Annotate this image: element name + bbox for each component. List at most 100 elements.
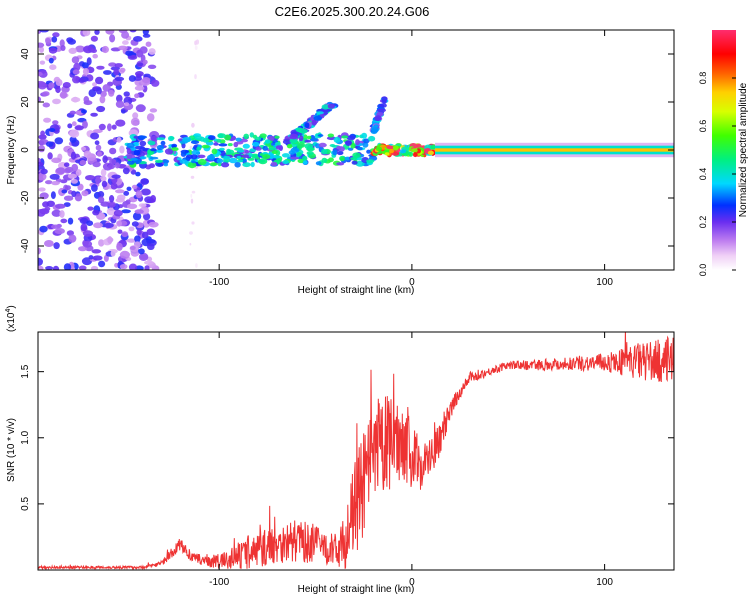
spectrogram-blob <box>119 145 125 154</box>
spectrogram-blob <box>218 143 228 147</box>
spectrogram-blob <box>286 143 293 149</box>
spectrogram-xlabel: Height of straight line (km) <box>298 285 415 296</box>
spectrogram-blob <box>74 125 84 131</box>
spectrogram-blob <box>79 217 89 225</box>
spectrogram-blob <box>234 161 241 168</box>
spectrogram-blob <box>94 30 100 35</box>
spectrogram-blob <box>95 176 101 185</box>
spectrogram-blob <box>202 137 209 143</box>
spectrogram-blob <box>189 145 193 150</box>
spectrogram-blob <box>392 145 399 151</box>
spectrogram-blob <box>130 249 140 257</box>
spectrogram-blob <box>67 217 74 225</box>
figure-title: C2E6.2025.300.20.24.G06 <box>275 4 430 19</box>
spectrogram-blob <box>126 160 135 165</box>
spectrogram-blob <box>128 75 136 82</box>
spectrogram-blob <box>51 181 60 186</box>
spectrogram-blob <box>51 157 62 164</box>
y-tick-label: -40 <box>20 238 31 253</box>
spectrogram-blob <box>147 140 156 146</box>
spectrogram-blob <box>135 104 146 113</box>
y-tick-label: 40 <box>20 48 31 60</box>
spectrogram-blob <box>67 38 76 45</box>
spectrogram-blob <box>44 240 54 247</box>
spectrogram-blob <box>135 71 144 77</box>
spectrogram-blob <box>107 123 112 132</box>
spectrogram-blob <box>101 180 108 188</box>
spectrogram-blob <box>96 105 106 113</box>
spectrogram-blob <box>191 160 196 164</box>
spectrogram-blob <box>102 84 111 92</box>
spectrogram-blob <box>361 132 368 139</box>
spectrogram-blob <box>97 151 102 157</box>
spectrogram-blob <box>134 235 141 243</box>
spectrogram-blob <box>304 122 310 129</box>
spectrogram-blob <box>130 157 138 161</box>
spectrogram-blob <box>91 184 98 192</box>
spectrogram-blob <box>351 160 358 165</box>
spectrogram-blob <box>252 141 260 147</box>
x-tick-label: -100 <box>209 277 229 288</box>
spectrogram-blob <box>412 152 418 158</box>
spectrogram-blob <box>304 143 314 150</box>
spectrogram-blob <box>258 158 268 165</box>
spectrogram-blob <box>98 212 105 219</box>
spectrogram-blob <box>114 76 125 82</box>
spectrogram-blob <box>197 154 206 159</box>
spectrogram-blob <box>83 150 92 158</box>
spectrogram-blob <box>151 79 160 87</box>
spectrogram-blob <box>139 140 147 147</box>
spectrogram-blob <box>160 140 166 146</box>
spectrogram-blob <box>326 136 336 141</box>
spectrogram-blob <box>115 189 125 194</box>
spectrogram-blob <box>80 146 87 151</box>
spectrogram-blob <box>78 246 87 252</box>
spectrogram-blob <box>363 138 370 144</box>
spectrogram-blob <box>111 174 121 179</box>
spectrogram-blob <box>150 148 157 152</box>
spectrogram-blob <box>86 57 92 66</box>
spectrogram-blob <box>59 91 68 99</box>
spectrogram-blob <box>139 254 149 260</box>
spectrogram-blob <box>60 179 68 184</box>
spectrogram-blob <box>123 91 130 97</box>
spectrogram-blob <box>191 122 195 128</box>
spectrogram-blob <box>190 198 194 204</box>
spectrogram-blob <box>38 134 47 140</box>
spectrogram-blob <box>116 94 123 103</box>
spectrogram-blob <box>201 144 210 149</box>
spectrogram-blob <box>108 62 117 67</box>
spectrogram-blob <box>134 265 144 270</box>
spectrogram-blob <box>45 141 54 147</box>
spectrogram-blob <box>371 127 379 133</box>
spectrogram-blob <box>72 69 80 75</box>
colorbar-ticks: 0.0 0.2 0.4 0.6 0.8 <box>698 72 736 276</box>
spectrogram-blob <box>103 222 114 228</box>
spectrogram-blob <box>140 178 149 185</box>
spectrogram-blob <box>288 150 296 155</box>
spectrogram-blob <box>311 119 317 126</box>
spectrogram-blob <box>131 184 138 190</box>
spectrogram-blob <box>63 263 72 270</box>
spectrogram-blob <box>68 234 77 243</box>
spectrogram-blob <box>219 147 225 151</box>
spectrogram-blob <box>114 162 120 169</box>
spectrogram-blob <box>375 146 382 152</box>
spectrogram-blob <box>92 82 97 87</box>
spectrogram-blob <box>70 97 81 103</box>
spectrogram-blob <box>235 137 242 142</box>
spectrogram-blob <box>136 62 144 67</box>
spectrogram-blob <box>209 162 218 167</box>
spectrogram-blob <box>156 149 164 153</box>
spectrogram-blob <box>107 236 113 244</box>
spectrogram-blob <box>223 155 231 160</box>
spectrogram-blob <box>95 144 102 151</box>
spectrogram-marks <box>38 30 674 270</box>
spectrogram-blob <box>316 111 324 115</box>
spectrogram-blob <box>38 172 47 181</box>
spectrogram-blob <box>149 156 159 160</box>
spectrogram-blob <box>189 231 193 235</box>
spectrogram-blob <box>121 31 130 39</box>
spectrogram-blob <box>134 241 141 249</box>
spectrogram-blob <box>116 220 122 227</box>
